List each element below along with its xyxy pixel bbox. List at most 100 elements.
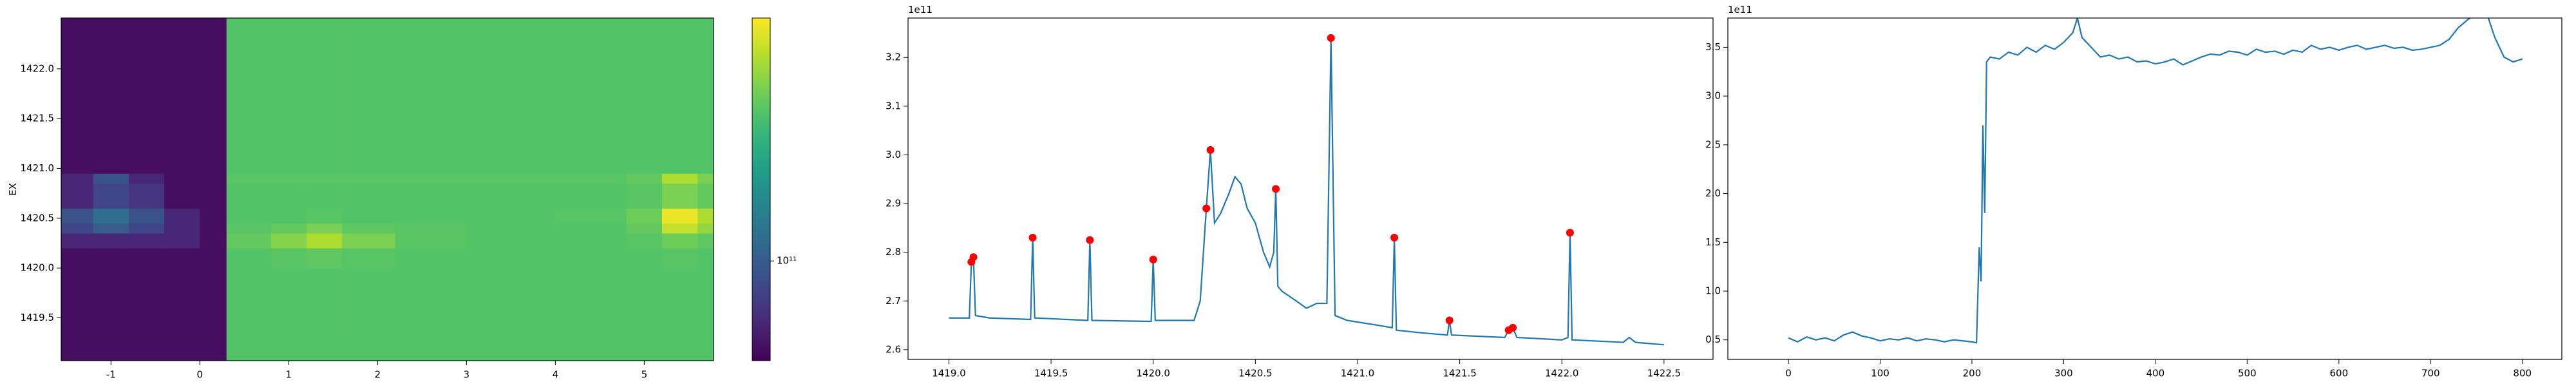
heatmap-cell (626, 268, 663, 361)
heatmap-cell (466, 208, 556, 224)
heatmap-cell (61, 183, 94, 209)
peak-marker (1086, 236, 1094, 244)
plot-area (1788, 18, 2523, 344)
heatmap-cell (466, 268, 556, 361)
heatmap-cell (661, 173, 698, 184)
heatmap-cell (270, 248, 307, 269)
heatmap-cell (128, 223, 165, 234)
heatmap-cell (93, 183, 129, 209)
heatmap-cell (61, 248, 94, 269)
y-tick-label: 3.5 (1705, 41, 1721, 53)
heatmap-cell (306, 208, 343, 224)
plot-area (61, 18, 714, 361)
peak-marker (1272, 185, 1280, 193)
heatmap-cell (555, 233, 627, 249)
heatmap-cell (466, 223, 556, 234)
heatmap-cell (270, 173, 307, 184)
heatmap-cell (395, 18, 467, 174)
heatmap-cell (270, 183, 307, 209)
heatmap-cell (306, 183, 343, 209)
heatmap-cell (626, 173, 663, 184)
heatmap-cell (226, 208, 272, 224)
x-tick-label: 800 (2513, 368, 2532, 379)
x-tick-label: 300 (2054, 368, 2073, 379)
heatmap-cell (697, 233, 714, 249)
heatmap-cell (342, 268, 396, 361)
heatmap-cell (128, 183, 165, 209)
heatmap-cell (661, 233, 698, 249)
heatmap-cell (61, 233, 94, 249)
y-tick-label: 3.0 (886, 149, 901, 160)
y-offset-label: 1e11 (908, 4, 933, 15)
x-tick-label: 2 (375, 369, 381, 381)
peak-marker (1566, 229, 1574, 237)
y-tick-label: 2.5 (1705, 138, 1721, 150)
heatmap-cell (555, 173, 627, 184)
heatmap-cell (342, 173, 396, 184)
x-tick-label: 0 (197, 369, 204, 381)
data-line (1788, 18, 2523, 344)
heatmap-cell (697, 268, 714, 361)
x-tick-label: 3 (464, 369, 470, 381)
heatmap-cell (466, 183, 556, 209)
x-tick-label: -1 (106, 369, 116, 381)
heatmap-cell (697, 18, 714, 174)
heatmap-cell (466, 18, 556, 174)
heatmap-cell (626, 248, 663, 269)
heatmap-cell (164, 248, 200, 269)
x-tick-label: 4 (553, 369, 559, 381)
heatmap-cell (466, 173, 556, 184)
x-tick-label: 1 (286, 369, 292, 381)
y-tick-label: 3.0 (1705, 90, 1721, 102)
heatmap-cell (226, 233, 272, 249)
x-tick-label: 1422.5 (1647, 368, 1681, 379)
heatmap-cell (164, 223, 200, 234)
heatmap-cell (555, 268, 627, 361)
heatmap-cell (342, 208, 396, 224)
heatmap-cell (164, 268, 200, 361)
heatmap-cell (342, 18, 396, 174)
heatmap-cell (342, 223, 396, 234)
peak-marker (1327, 33, 1335, 42)
heatmap-cell (226, 173, 272, 184)
heatmap-cell (626, 183, 663, 209)
heatmap-cell (555, 248, 627, 269)
y-tick-label: 2.6 (886, 343, 901, 355)
x-tick-label: 100 (1871, 368, 1889, 379)
heatmap-cell (306, 173, 343, 184)
y-tick-label: 3.2 (886, 52, 901, 63)
heatmap-cell (661, 183, 698, 209)
axes-frame (907, 17, 1714, 360)
heatmap-cell (226, 268, 272, 361)
heatmap-cell (270, 18, 307, 174)
heatmap-cell (93, 223, 129, 234)
heatmap-cell (626, 208, 663, 224)
heatmap-cell (200, 248, 227, 269)
y-tick-label: 1420.0 (21, 262, 55, 274)
heatmap-cell (395, 183, 467, 209)
x-tick-label: 5 (641, 369, 648, 381)
y-axis-label: EX (7, 183, 19, 196)
heatmap-cell (342, 248, 396, 269)
heatmap-cell (61, 268, 94, 361)
heatmap-cell (164, 183, 200, 209)
heatmap-cell (200, 18, 227, 174)
heatmap-cell (395, 208, 467, 224)
heatmap-cell (200, 173, 227, 184)
y-tick-label: 2.9 (886, 198, 901, 209)
y-offset-label: 1e11 (1728, 4, 1752, 15)
peak-marker (1202, 204, 1211, 213)
heatmap-cell (200, 208, 227, 224)
heatmap-cell (128, 233, 165, 249)
heatmap-cell (661, 248, 698, 269)
heatmap-cell (395, 173, 467, 184)
heatmap-cell (342, 183, 396, 209)
heatmap-cell (93, 173, 129, 184)
axes-frame (1727, 17, 2562, 360)
y-tick-label: 2.0 (1705, 187, 1721, 199)
x-tick-label: 1421.5 (1443, 368, 1477, 379)
x-tick-label: 0 (1785, 368, 1792, 379)
heatmap-cell (61, 18, 94, 174)
heatmap-cell (697, 248, 714, 269)
x-tick-label: 400 (2146, 368, 2165, 379)
